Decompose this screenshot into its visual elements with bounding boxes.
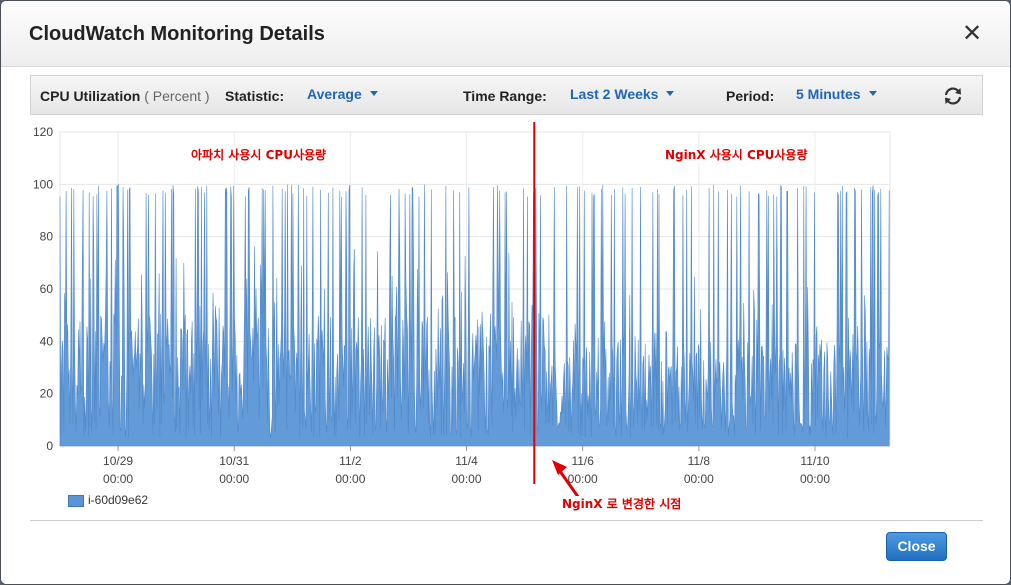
x-tick-time-label: 00:00	[800, 472, 830, 486]
chevron-down-icon	[868, 90, 877, 96]
y-tick-label: 80	[40, 230, 54, 244]
change-annotation-bg	[560, 496, 684, 512]
x-tick-label: 10/29	[103, 454, 133, 468]
time-range-select[interactable]: Last 2 Weeks	[570, 86, 675, 102]
divider	[30, 520, 983, 521]
chart-svg: 0 20 40 60 80 100 120 10/29 00:00 10/31 00:00 11/2 0…	[33, 122, 891, 512]
nginx-annotation-bg	[663, 147, 810, 163]
metric-name: CPU Utilization	[40, 88, 141, 104]
metric-unit: ( Percent )	[144, 88, 210, 104]
close-button[interactable]: Close	[886, 532, 947, 561]
x-tick-time-label: 00:00	[219, 472, 249, 486]
metric-title: CPU Utilization ( Percent )	[40, 88, 210, 104]
legend-label: i-60d09e62	[88, 493, 149, 507]
change-annotation: NginX 로 변경한 시점	[562, 496, 681, 511]
x-tick-label: 11/6	[571, 454, 594, 468]
series-area-i-60d09e62	[59, 183, 890, 447]
x-tick-time-label: 00:00	[568, 472, 598, 486]
y-tick-label: 0	[46, 439, 53, 453]
x-tick-label: 11/10	[800, 454, 829, 468]
apache-annotation: 아파치 사용시 CPU사용량	[191, 147, 326, 162]
time-range-label: Time Range:	[463, 88, 547, 104]
chevron-down-icon	[666, 90, 675, 96]
x-tick-time-label: 00:00	[103, 472, 133, 486]
period-select[interactable]: 5 Minutes	[796, 86, 877, 102]
chevron-down-icon	[369, 90, 378, 96]
x-tick-label: 10/31	[219, 454, 249, 468]
x-tick-time-label: 00:00	[335, 472, 365, 486]
metric-toolbar: CPU Utilization ( Percent ) Statistic: A…	[30, 75, 983, 115]
y-tick-label: 100	[33, 177, 53, 191]
dialog-header: CloudWatch Monitoring Details ✕	[1, 1, 1010, 67]
close-icon[interactable]: ✕	[962, 20, 983, 47]
dialog-title: CloudWatch Monitoring Details	[29, 23, 325, 45]
x-tick-time-label: 00:00	[452, 472, 482, 486]
x-tick-label: 11/2	[339, 454, 362, 468]
x-tick-label: 11/4	[455, 454, 478, 468]
x-tick-time-label: 00:00	[684, 472, 714, 486]
y-tick-label: 40	[40, 334, 54, 348]
refresh-icon[interactable]	[942, 85, 964, 107]
y-tick-label: 60	[40, 282, 54, 296]
statistic-value: Average	[307, 86, 362, 102]
period-value: 5 Minutes	[796, 86, 861, 102]
arrow-head-icon	[552, 460, 567, 475]
period-label: Period:	[726, 88, 775, 104]
y-tick-label: 20	[40, 387, 54, 401]
y-tick-label: 120	[33, 125, 53, 139]
chart-legend: i-60d09e62	[68, 493, 148, 507]
x-tick-label: 11/8	[688, 454, 711, 468]
legend-swatch	[68, 494, 84, 507]
statistic-label: Statistic:	[225, 88, 285, 104]
arrow-icon	[555, 466, 583, 502]
apache-annotation-bg	[189, 147, 329, 163]
statistic-select[interactable]: Average	[307, 86, 378, 102]
cpu-chart: 0 20 40 60 80 100 120 10/29 00:00 10/31 00:00 11/2 0…	[1, 115, 1010, 515]
nginx-annotation: NginX 사용시 CPU사용량	[665, 147, 807, 162]
time-range-value: Last 2 Weeks	[570, 86, 659, 102]
